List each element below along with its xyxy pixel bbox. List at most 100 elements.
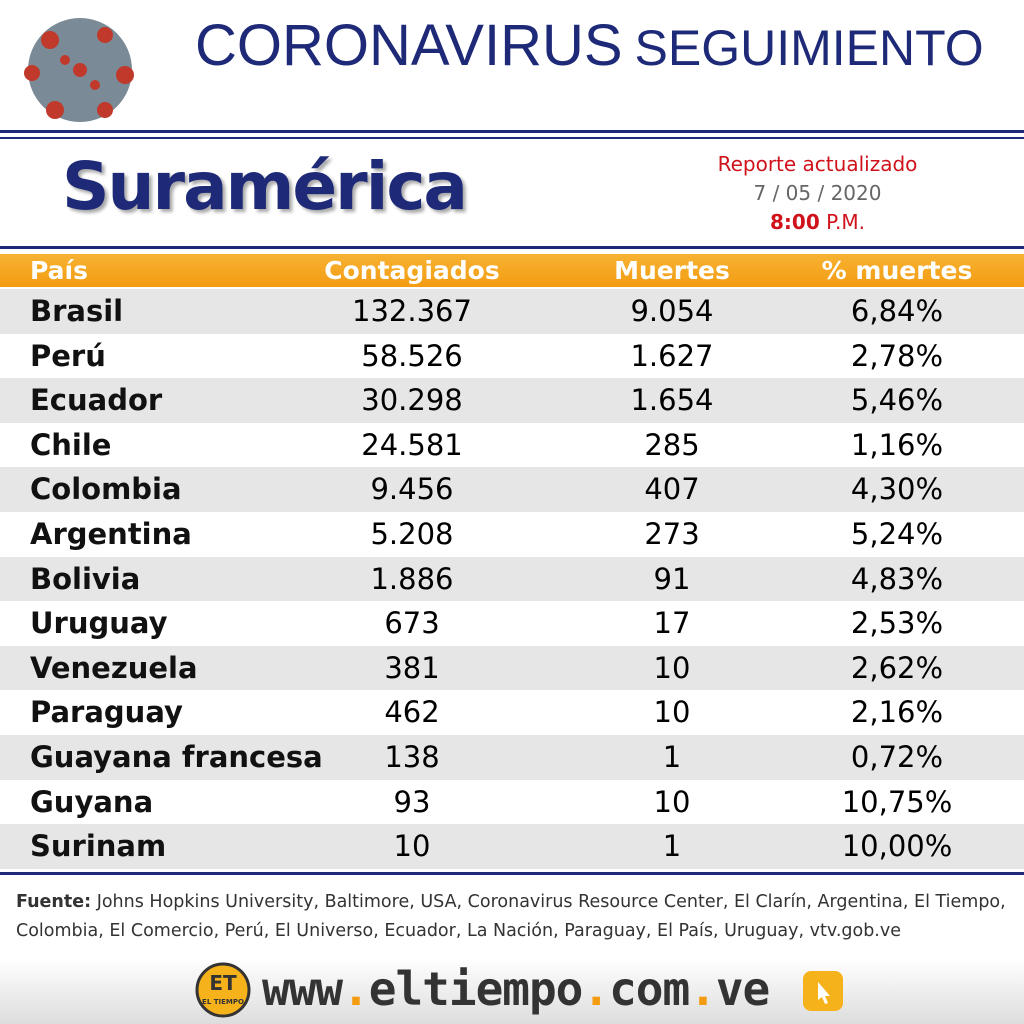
- table-cell: 1,16%: [850, 427, 944, 462]
- table-cell: 10,00%: [841, 829, 953, 864]
- website-band: [0, 958, 1024, 1024]
- table-cell: 10,75%: [841, 784, 953, 819]
- title: CORONAVIRUS SEGUIMIENTO: [195, 12, 984, 79]
- table-cell: Guyana: [30, 784, 154, 819]
- table-cell: 6,84%: [850, 294, 944, 328]
- table-cell: 4,30%: [850, 472, 944, 507]
- table-row: Bolivia 1.886 91 4,83%: [0, 556, 1024, 602]
- table-cell: 1: [662, 740, 682, 774]
- click-icon: [803, 971, 843, 1011]
- table-cell: 2,62%: [850, 650, 944, 685]
- table-cell: 138: [384, 740, 440, 774]
- website-part: eltiempo: [368, 962, 584, 1016]
- column-header: Muertes: [614, 256, 730, 285]
- table-cell: 273: [644, 517, 700, 551]
- table-cell: 17: [653, 606, 691, 641]
- table-cell: 381: [384, 650, 440, 685]
- table-cell: 93: [393, 784, 431, 819]
- table-row: Paraguay 462 10 2,16%: [0, 690, 1024, 735]
- website: www.eltiempo.com.ve: [262, 962, 770, 1016]
- table-row: Perú 58.526 1.627 2,78%: [0, 334, 1024, 379]
- table-cell: Bolivia: [30, 561, 141, 596]
- column-header: País: [30, 256, 88, 285]
- table-cell: 673: [384, 606, 440, 641]
- divider: [0, 246, 1024, 249]
- report-date: 7 / 05 / 2020: [753, 181, 882, 205]
- table-cell: 10: [653, 784, 691, 819]
- column-header: % muertes: [821, 256, 973, 285]
- report: Reporte actualizado 7 / 05 / 2020 8:00 P…: [700, 150, 935, 237]
- table-cell: 9.456: [370, 472, 454, 507]
- column-header: Contagiados: [324, 256, 500, 285]
- table-cell: 30.298: [361, 383, 463, 418]
- table-cell: 0,72%: [850, 740, 944, 774]
- table-row: Surinam 10 1 10,00%: [0, 824, 1024, 869]
- table-cell: 2,78%: [850, 338, 944, 373]
- title-sub: SEGUIMIENTO: [634, 20, 984, 76]
- table-row: Venezuela 381 10 2,62%: [0, 645, 1024, 691]
- table-cell: 285: [644, 427, 700, 462]
- table-cell: 1.886: [370, 561, 454, 596]
- source-label: Fuente:: [16, 892, 92, 912]
- table-cell: 1.627: [630, 338, 714, 373]
- report-period: P.M.: [826, 210, 866, 234]
- table-row: Guyana 93 10 10,75%: [0, 780, 1024, 825]
- table-row: Ecuador 30.298 1.654 5,46%: [0, 378, 1024, 423]
- table-row: Uruguay 673 17 2,53%: [0, 601, 1024, 646]
- table-row: Guayana francesa 138 1 0,72%: [0, 735, 1024, 780]
- table-cell: 5.208: [370, 517, 454, 551]
- table-body: Brasil 132.367 9.054 6,84% Perú 58.526 1.627 2,…: [0, 289, 1024, 869]
- region-title: Suramérica: [62, 148, 468, 225]
- website-part: .: [582, 962, 610, 1016]
- table-cell: 5,24%: [850, 517, 944, 551]
- table-cell: Brasil: [30, 294, 124, 328]
- divider: [0, 130, 1024, 133]
- table-cell: Colombia: [30, 472, 182, 507]
- table-header: País Contagiados Muertes % muertes: [0, 254, 1024, 287]
- table-cell: Paraguay: [30, 695, 183, 730]
- table-row: Colombia 9.456 407 4,30%: [0, 467, 1024, 512]
- table-cell: 1: [662, 829, 682, 864]
- website-part: ve: [715, 962, 770, 1016]
- website-part: www: [262, 962, 343, 1016]
- table-cell: Venezuela: [30, 650, 198, 685]
- table-cell: Ecuador: [30, 383, 163, 418]
- website-part: .: [342, 962, 370, 1016]
- table-cell: 2,53%: [850, 606, 944, 641]
- source-text: Johns Hopkins University, Baltimore, USA…: [16, 892, 1006, 941]
- table-row: Brasil 132.367 9.054 6,84%: [0, 289, 1024, 334]
- virus-icon: [24, 18, 134, 122]
- table-cell: Uruguay: [30, 606, 168, 641]
- report-label: Reporte actualizado: [717, 152, 918, 176]
- table-cell: 9.054: [630, 294, 714, 328]
- report-time: 8:00: [769, 210, 820, 234]
- table-cell: Surinam: [30, 829, 167, 864]
- table-row: Argentina 5.208 273 5,24%: [0, 512, 1024, 557]
- table-cell: 462: [384, 695, 440, 730]
- table-cell: 58.526: [361, 338, 463, 373]
- table-cell: 132.367: [352, 294, 472, 328]
- title-main: CORONAVIRUS: [195, 13, 623, 78]
- table-cell: 4,83%: [850, 561, 944, 596]
- table-cell: 10: [393, 829, 431, 864]
- table-cell: 10: [653, 695, 691, 730]
- logo-text: ET: [209, 971, 237, 995]
- website-part: com: [609, 962, 690, 1016]
- table-cell: 10: [653, 650, 691, 685]
- table-cell: 407: [644, 472, 700, 507]
- table-cell: 1.654: [630, 383, 714, 418]
- divider: [0, 872, 1024, 875]
- website-part: .: [689, 962, 717, 1016]
- table-cell: Chile: [30, 427, 112, 462]
- table-cell: 5,46%: [850, 383, 944, 418]
- table-cell: Perú: [30, 338, 106, 373]
- table-cell: Argentina: [30, 517, 192, 551]
- logo: ET EL TIEMPO: [195, 962, 251, 1018]
- table-row: Chile 24.581 285 1,16%: [0, 423, 1024, 468]
- table-cell: Guayana francesa: [30, 740, 323, 774]
- logo-sub: EL TIEMPO: [202, 998, 244, 1006]
- table-cell: 91: [653, 561, 691, 596]
- table-cell: 24.581: [361, 427, 463, 462]
- source: Fuente: Johns Hopkins University, Baltim…: [16, 888, 1016, 946]
